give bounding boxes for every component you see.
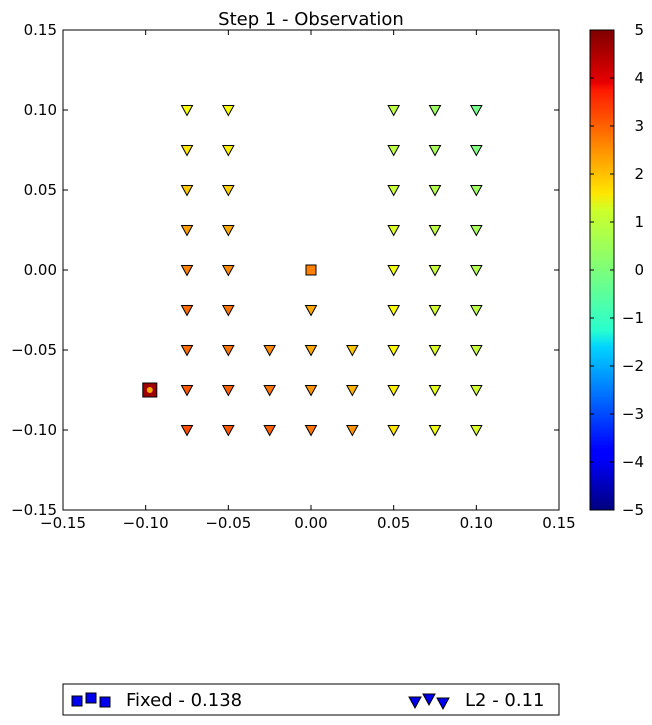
l2-marker — [180, 265, 194, 277]
legend-marker-l2 — [408, 693, 450, 711]
l2-marker — [428, 185, 442, 197]
l2-marker — [469, 305, 483, 317]
x-tick-label: 0.15 — [542, 514, 575, 532]
l2-marker — [387, 305, 401, 317]
fixed-marker — [305, 264, 317, 276]
l2-marker — [304, 305, 318, 317]
l2-marker — [469, 265, 483, 277]
x-tick-label: −0.10 — [123, 514, 169, 532]
l2-marker — [221, 225, 235, 237]
l2-marker — [345, 425, 359, 437]
colorbar-tick-label: 5 — [634, 21, 644, 39]
l2-marker — [428, 345, 442, 357]
y-tick-label: −0.15 — [11, 501, 57, 519]
y-tick-label: −0.10 — [11, 421, 57, 439]
l2-marker — [428, 145, 442, 157]
l2-marker — [387, 265, 401, 277]
l2-marker — [221, 385, 235, 397]
l2-marker — [387, 345, 401, 357]
l2-marker — [428, 105, 442, 117]
legend: Fixed - 0.138 L2 - 0.11 — [62, 683, 560, 716]
colorbar-tick-label: 3 — [634, 117, 644, 135]
l2-marker — [304, 425, 318, 437]
l2-marker — [180, 385, 194, 397]
x-tick-label: 0.05 — [377, 514, 410, 532]
l2-marker — [387, 425, 401, 437]
l2-marker — [428, 305, 442, 317]
l2-marker — [180, 145, 194, 157]
l2-marker — [428, 385, 442, 397]
colorbar-tick-label: 4 — [634, 69, 644, 87]
l2-marker — [221, 425, 235, 437]
l2-marker — [221, 265, 235, 277]
l2-marker — [469, 105, 483, 117]
l2-marker — [304, 385, 318, 397]
colorbar-tick-label: 0 — [634, 261, 644, 279]
l2-marker — [428, 225, 442, 237]
l2-marker — [263, 425, 277, 437]
x-tick-label: 0.10 — [460, 514, 493, 532]
l2-marker — [469, 225, 483, 237]
y-tick-label: 0.00 — [24, 261, 57, 279]
legend-label-fixed: Fixed - 0.138 — [126, 690, 242, 711]
l2-marker — [469, 345, 483, 357]
x-axis: −0.15 −0.10 −0.05 0.00 0.05 0.10 0.15 — [40, 30, 576, 532]
l2-marker — [221, 105, 235, 117]
colorbar-ticks: 5 4 3 2 1 0 −1 −2 −3 −4 −5 — [590, 21, 644, 519]
data-markers — [142, 105, 483, 437]
x-tick-label: −0.05 — [205, 514, 251, 532]
chart-title: Step 1 - Observation — [218, 9, 404, 30]
l2-marker — [180, 305, 194, 317]
l2-marker — [428, 265, 442, 277]
l2-marker — [387, 385, 401, 397]
colorbar-tick-label: 1 — [634, 213, 644, 231]
l2-marker — [387, 145, 401, 157]
colorbar-tick-label: 2 — [634, 165, 644, 183]
l2-marker — [469, 185, 483, 197]
colorbar-tick-label: −5 — [622, 501, 644, 519]
legend-marker-fixed — [71, 692, 111, 708]
l2-marker — [221, 345, 235, 357]
l2-marker — [221, 145, 235, 157]
y-tick-label: 0.05 — [24, 181, 57, 199]
fixed-marker-dot — [146, 387, 153, 393]
l2-marker — [469, 145, 483, 157]
l2-marker — [263, 385, 277, 397]
colorbar-tick-label: −4 — [622, 453, 644, 471]
l2-marker — [180, 425, 194, 437]
colorbar-tick-label: −1 — [622, 309, 644, 327]
l2-marker — [345, 345, 359, 357]
x-tick-label: 0.00 — [294, 514, 327, 532]
l2-marker — [387, 105, 401, 117]
legend-label-l2: L2 - 0.11 — [465, 690, 545, 711]
l2-marker — [180, 345, 194, 357]
l2-marker — [469, 425, 483, 437]
l2-marker — [263, 345, 277, 357]
l2-marker — [387, 225, 401, 237]
l2-marker — [345, 385, 359, 397]
l2-marker — [387, 185, 401, 197]
y-tick-label: 0.15 — [24, 21, 57, 39]
colorbar-tick-label: −2 — [622, 357, 644, 375]
legend-frame — [62, 683, 560, 716]
colorbar-tick-label: −3 — [622, 405, 644, 423]
y-axis: 0.15 0.10 0.05 0.00 −0.05 −0.10 −0.15 — [11, 21, 559, 519]
l2-marker — [469, 385, 483, 397]
x-tick-label: −0.15 — [40, 514, 86, 532]
l2-marker — [221, 305, 235, 317]
y-tick-label: 0.10 — [24, 101, 57, 119]
l2-marker — [221, 185, 235, 197]
l2-marker — [428, 425, 442, 437]
l2-marker — [180, 105, 194, 117]
l2-marker — [180, 225, 194, 237]
l2-marker — [304, 345, 318, 357]
l2-marker — [180, 185, 194, 197]
y-tick-label: −0.05 — [11, 341, 57, 359]
